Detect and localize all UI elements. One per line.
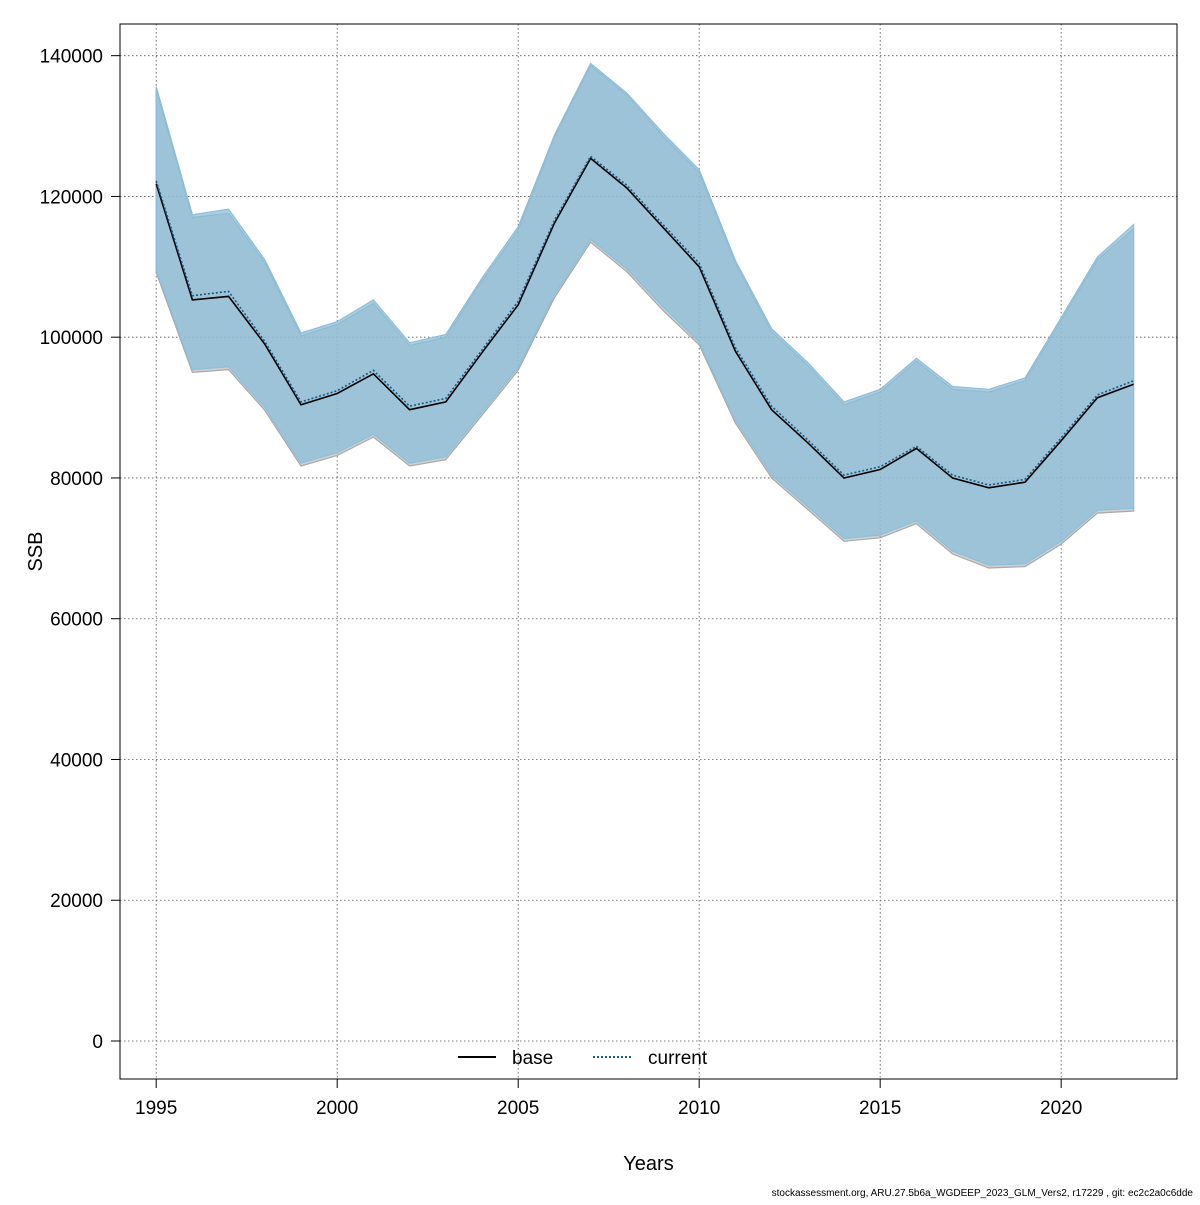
confidence-band-current [155,62,1135,566]
x-axis-title: Years [623,1153,673,1175]
x-tick-label: 2005 [497,1098,539,1119]
y-tick-label: 80000 [50,469,103,490]
x-tick-label: 2015 [859,1098,901,1119]
y-axis-title: SSB [25,531,47,571]
legend: base current [458,1048,708,1069]
confidence-bands [155,62,1135,569]
legend-label-base: base [512,1048,553,1069]
footer-source: stockassessment.org, ARU.27.5b6a_WGDEEP_… [772,1188,1194,1199]
series-line-base [155,157,1134,489]
y-tick-label: 140000 [40,47,103,68]
y-tick-label: 60000 [50,610,103,631]
y-tick-label: 100000 [40,328,103,349]
y-tick-label: 0 [92,1032,103,1053]
x-tick-label: 1995 [135,1098,177,1119]
y-tick-label: 20000 [50,891,103,912]
axes: 1995 2000 2005 2010 2015 2020 0 20000 40000 60000… [40,47,1083,1119]
series-lines [155,155,1134,489]
y-tick-label: 40000 [50,750,103,771]
x-tick-label: 2000 [316,1098,358,1119]
x-tick-label: 2020 [1040,1098,1082,1119]
legend-label-current: current [648,1048,708,1069]
series-line-current [155,155,1134,486]
y-tick-label: 120000 [40,187,103,208]
x-tick-label: 2010 [678,1098,720,1119]
